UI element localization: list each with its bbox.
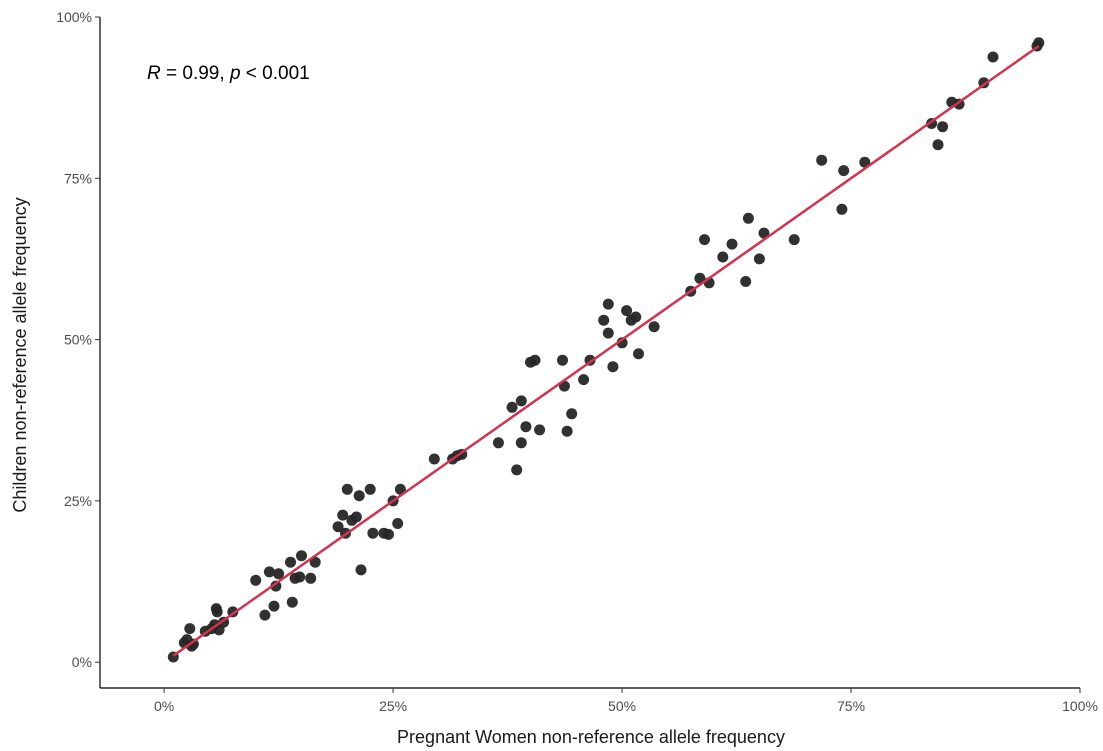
data-point (836, 203, 848, 215)
data-point (816, 154, 828, 166)
data-point (598, 314, 610, 326)
r-value: = 0.99, (161, 63, 230, 84)
data-point (294, 571, 306, 583)
data-point (511, 464, 523, 476)
data-point (838, 165, 850, 177)
data-point (602, 327, 614, 339)
x-axis-ticks: 0% 25% 50% 75% 100% (154, 688, 1098, 714)
data-point (187, 638, 199, 650)
data-point (520, 421, 532, 433)
data-point (515, 437, 527, 449)
data-point (355, 564, 367, 576)
x-tick-label: 75% (837, 698, 865, 714)
x-tick-label: 100% (1062, 698, 1098, 714)
data-point (383, 528, 394, 540)
data-point (987, 51, 999, 63)
data-point (394, 483, 406, 495)
data-point (492, 437, 504, 449)
data-point (742, 212, 754, 224)
data-point (273, 568, 285, 580)
data-point (578, 374, 590, 386)
data-point (699, 234, 710, 246)
y-tick-label: 25% (64, 493, 92, 509)
data-point (305, 572, 317, 584)
data-point (557, 354, 568, 366)
p-symbol: p (229, 63, 241, 84)
x-tick-label: 50% (608, 698, 636, 714)
y-tick-label: 100% (56, 9, 92, 25)
data-point (753, 253, 765, 265)
data-point (392, 518, 404, 529)
data-point (337, 509, 349, 521)
y-tick-label: 75% (64, 170, 92, 186)
data-point (367, 527, 379, 539)
data-point (740, 276, 752, 287)
data-point (788, 234, 800, 246)
data-point (506, 401, 518, 413)
data-point (621, 305, 633, 317)
data-point (932, 139, 944, 151)
x-axis-title: Pregnant Women non-reference allele freq… (397, 727, 785, 747)
y-tick-label: 0% (72, 654, 92, 670)
data-point (296, 550, 307, 562)
trend-line (172, 44, 1040, 657)
data-point (270, 580, 282, 592)
data-point (859, 156, 871, 168)
data-point (268, 600, 280, 612)
data-point (566, 408, 578, 420)
x-tick-label: 25% (379, 698, 407, 714)
data-point (286, 596, 298, 608)
y-tick-label: 50% (64, 332, 92, 348)
data-point (534, 424, 546, 436)
data-point (633, 348, 644, 360)
data-point (648, 321, 660, 333)
data-point (259, 609, 271, 621)
data-point (285, 556, 296, 568)
data-point (717, 251, 729, 263)
r-symbol: R (147, 63, 161, 84)
data-point (250, 574, 262, 586)
data-point (184, 623, 196, 635)
data-point (937, 121, 949, 133)
data-point (350, 511, 362, 523)
data-point (515, 395, 527, 407)
data-point (263, 566, 275, 578)
data-point (428, 453, 440, 465)
data-point (694, 272, 706, 284)
data-point (726, 238, 738, 250)
data-point (332, 521, 344, 533)
data-point (309, 556, 321, 568)
correlation-annotation: R = 0.99, p < 0.001 (147, 63, 310, 84)
data-point (341, 483, 353, 495)
data-point (364, 483, 376, 495)
data-point (630, 311, 642, 323)
data-point (1033, 37, 1045, 49)
data-point (561, 425, 573, 437)
data-point (758, 227, 770, 239)
p-value: < 0.001 (241, 63, 310, 84)
data-point (529, 354, 541, 366)
y-axis-ticks: 0% 25% 50% 75% 100% (56, 9, 100, 670)
data-point (607, 361, 619, 373)
x-tick-label: 0% (154, 698, 174, 714)
data-point (353, 490, 365, 502)
data-point (602, 298, 614, 310)
data-point (211, 606, 223, 618)
y-axis-title: Children non-reference allele frequency (10, 197, 30, 512)
